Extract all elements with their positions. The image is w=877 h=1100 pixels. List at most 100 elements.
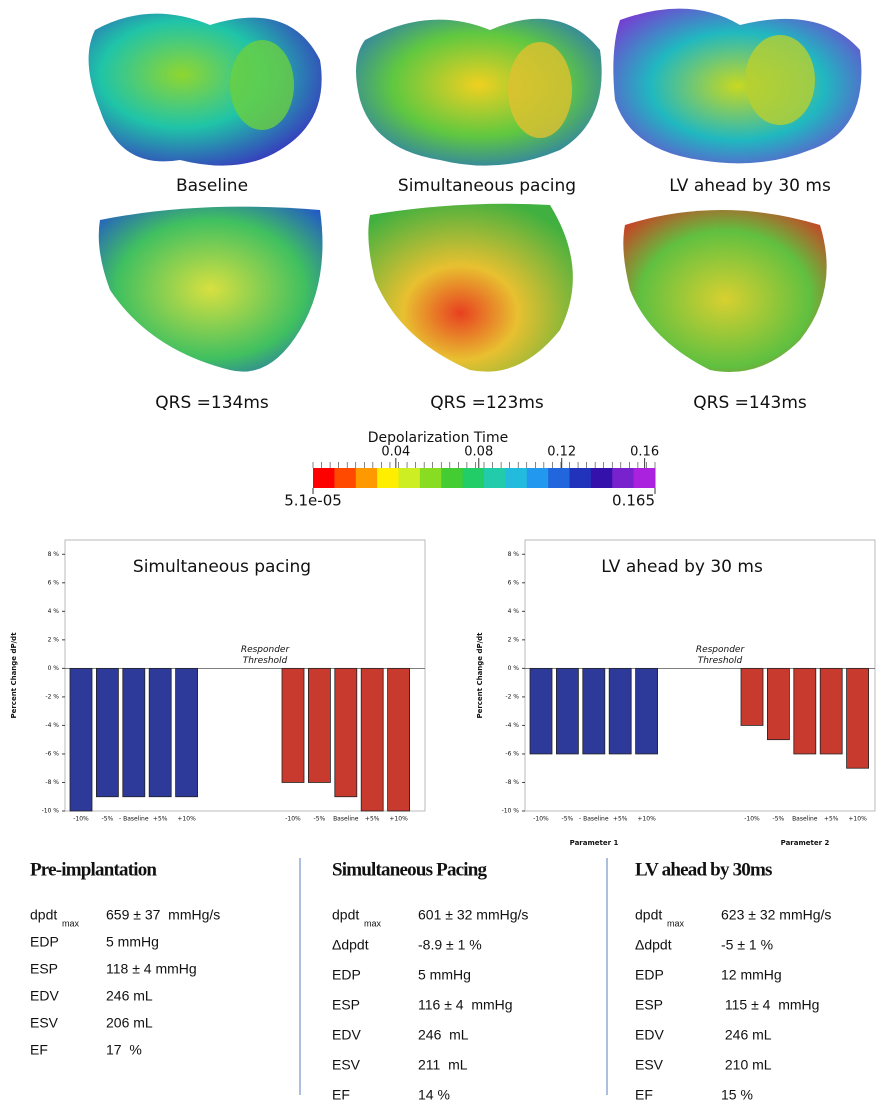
bar bbox=[69, 667, 93, 812]
x-tick-label: Baseline bbox=[333, 816, 359, 823]
colorbar-title: Depolarization Time bbox=[368, 430, 508, 446]
colorbar-segment bbox=[612, 468, 635, 488]
row-label: ESV bbox=[332, 1057, 361, 1073]
plot-frame bbox=[524, 539, 876, 812]
colorbar-segment bbox=[526, 468, 549, 488]
heart-render bbox=[623, 210, 827, 372]
group-label: Parameter 2 bbox=[781, 839, 830, 847]
row-label: EDP bbox=[30, 934, 59, 950]
row-label: EDV bbox=[635, 1027, 664, 1043]
y-axis-label: Percent Change dP/dt bbox=[10, 632, 18, 719]
colorbar-segment bbox=[377, 468, 399, 488]
row-value: -8.9 ± 1 % bbox=[418, 937, 482, 953]
row-value: 17 % bbox=[106, 1042, 142, 1058]
colorbar-tick-label: 0.04 bbox=[381, 445, 410, 460]
bar bbox=[582, 667, 606, 755]
row-label: dpdt bbox=[30, 907, 57, 923]
x-tick-label: -10% bbox=[533, 816, 549, 823]
row-label: ESV bbox=[635, 1057, 664, 1073]
heart-renders bbox=[88, 8, 862, 372]
chart-title: LV ahead by 30 ms bbox=[601, 557, 763, 577]
x-tick-label: -10% bbox=[285, 816, 301, 823]
heart-render bbox=[98, 206, 323, 372]
row-value: 246 mL bbox=[721, 1027, 772, 1043]
x-tick-label: +10% bbox=[848, 816, 867, 823]
x-tick-label: +5% bbox=[153, 816, 168, 823]
panel-label: Baseline bbox=[176, 176, 248, 196]
colorbar-tick-label: 0.16 bbox=[630, 445, 659, 460]
row-label: EDP bbox=[635, 967, 664, 983]
x-tick-label: Baseline bbox=[792, 816, 818, 823]
colorbar-segment bbox=[590, 468, 613, 488]
y-tick-label: -2 % bbox=[45, 693, 59, 700]
row-value: 623 ± 32 mmHg/s bbox=[721, 907, 831, 923]
chart-title: Simultaneous pacing bbox=[133, 557, 311, 577]
row-label: EF bbox=[332, 1087, 350, 1100]
x-tick-label: +5% bbox=[824, 816, 839, 823]
row-value: 14 % bbox=[418, 1087, 450, 1100]
y-tick-label: 6 % bbox=[48, 579, 60, 586]
panel-label: LV ahead by 30 ms bbox=[669, 176, 831, 196]
colorbar-segment bbox=[548, 468, 570, 488]
colorbar-segment bbox=[633, 468, 656, 488]
y-tick-label: 8 % bbox=[508, 551, 520, 558]
qrs-label: QRS =143ms bbox=[693, 393, 807, 413]
colorbar-end-label: 5.1e-05 bbox=[284, 492, 342, 510]
y-tick-label: -4 % bbox=[45, 722, 59, 729]
y-tick-label: 2 % bbox=[508, 636, 520, 643]
row-label: ESP bbox=[332, 997, 360, 1013]
colorbar-segment bbox=[484, 468, 506, 488]
row-label: dpdt bbox=[332, 907, 359, 923]
row-value: 246 mL bbox=[106, 988, 153, 1004]
x-tick-label: - Baseline bbox=[579, 816, 609, 823]
y-tick-label: 8 % bbox=[48, 551, 60, 558]
bar bbox=[360, 667, 384, 812]
row-value: 5 mmHg bbox=[418, 967, 471, 983]
row-label-sub: max bbox=[62, 918, 80, 928]
x-tick-label: -5% bbox=[773, 816, 785, 823]
colorbar-segment bbox=[419, 468, 442, 488]
row-label-sub: max bbox=[364, 918, 382, 928]
bar bbox=[334, 667, 358, 798]
row-value: 211 mL bbox=[418, 1057, 468, 1073]
x-tick-label: +5% bbox=[613, 816, 628, 823]
row-label: EDV bbox=[332, 1027, 361, 1043]
y-tick-label: 0 % bbox=[48, 665, 60, 672]
bar bbox=[793, 667, 817, 755]
x-tick-label: -5% bbox=[314, 816, 326, 823]
x-tick-label: +5% bbox=[365, 816, 380, 823]
table-title: Pre-implantation bbox=[30, 859, 157, 880]
colorbar-segment bbox=[505, 468, 528, 488]
x-tick-label: - Baseline bbox=[119, 816, 149, 823]
bar bbox=[307, 667, 331, 783]
x-tick-label: -5% bbox=[562, 816, 574, 823]
colorbar-segment bbox=[334, 468, 357, 488]
y-tick-label: 2 % bbox=[48, 636, 60, 643]
y-tick-label: -2 % bbox=[505, 693, 519, 700]
row-label: ESP bbox=[635, 997, 663, 1013]
x-tick-label: -5% bbox=[102, 816, 114, 823]
valve bbox=[745, 35, 815, 125]
bar bbox=[96, 667, 119, 798]
row-label: EDP bbox=[332, 967, 361, 983]
row-label: EF bbox=[635, 1087, 653, 1100]
row-value: 118 ± 4 mmHg bbox=[106, 961, 197, 977]
colorbar-segment bbox=[569, 468, 592, 488]
bar bbox=[281, 667, 305, 783]
row-value: 659 ± 37 mmHg/s bbox=[106, 907, 220, 923]
row-value: 15 % bbox=[721, 1087, 753, 1100]
plot-frame bbox=[64, 539, 426, 812]
colorbar-segment bbox=[355, 468, 378, 488]
colorbar-segment bbox=[441, 468, 464, 488]
row-label: EF bbox=[30, 1042, 48, 1058]
bar bbox=[122, 667, 146, 798]
bar bbox=[608, 667, 632, 755]
y-tick-label: 6 % bbox=[508, 579, 520, 586]
colorbar-tick-label: 0.12 bbox=[547, 445, 576, 460]
valve bbox=[508, 42, 572, 138]
panel-label: Simultaneous pacing bbox=[398, 176, 576, 196]
y-tick-label: 4 % bbox=[48, 608, 60, 615]
bar bbox=[175, 667, 199, 798]
